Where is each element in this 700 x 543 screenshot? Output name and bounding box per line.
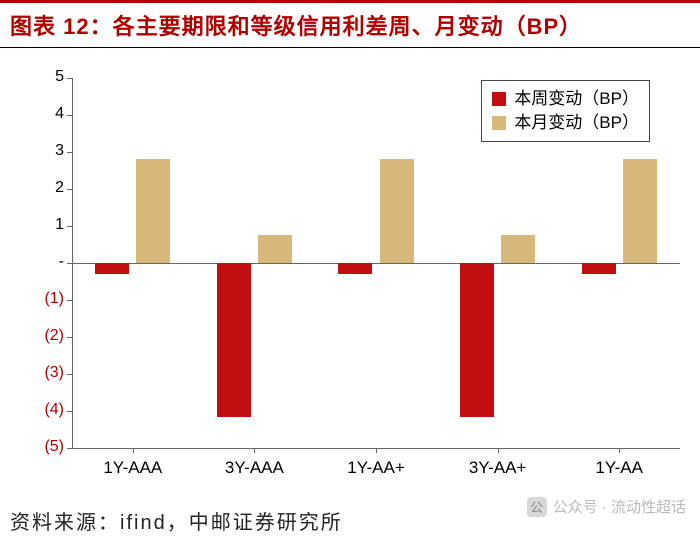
chart-area: (5) (4) (3) (2) (1) - 1 2 3 4 5 1Y-AAA 3Y-AAA 1Y-AA+ 3… <box>10 58 690 488</box>
bar-month <box>380 159 414 263</box>
bar-month <box>501 235 535 263</box>
figure-frame: 图表 12：各主要期限和等级信用利差周、月变动（BP） (5) (4) (3) (2)… <box>0 0 700 543</box>
y-tick-label: 3 <box>24 142 64 160</box>
x-tick-label: 1Y-AAA <box>103 458 162 478</box>
y-tick-label: (3) <box>24 364 64 382</box>
y-tick-label: 2 <box>24 179 64 197</box>
x-tick-label: 1Y-AA+ <box>347 458 405 478</box>
legend-item: 本月变动（BP） <box>492 111 639 135</box>
y-tick-label: 5 <box>24 68 64 86</box>
y-axis-line <box>72 78 73 448</box>
y-tick-label: (5) <box>24 438 64 456</box>
y-tick-label: 1 <box>24 216 64 234</box>
bar-month <box>258 235 292 263</box>
legend-item: 本周变动（BP） <box>492 87 639 111</box>
legend-label: 本周变动（BP） <box>514 87 639 111</box>
bar-week <box>95 263 129 274</box>
legend-label: 本月变动（BP） <box>514 111 639 135</box>
y-tick-label: - <box>24 253 64 271</box>
figure-title: 图表 12：各主要期限和等级信用利差周、月变动（BP） <box>10 9 690 41</box>
watermark-text: 公众号 · 流动性超话 <box>553 496 686 517</box>
y-tick-label: (2) <box>24 327 64 345</box>
legend-swatch <box>492 92 506 106</box>
bar-month <box>136 159 170 263</box>
bar-week <box>338 263 372 274</box>
footer-source: 资料来源：ifind，中邮证券研究所 <box>10 506 343 535</box>
y-tick-label: (4) <box>24 401 64 419</box>
x-tick-label: 3Y-AA+ <box>469 458 527 478</box>
legend-swatch <box>492 116 506 130</box>
watermark-icon: 公 <box>527 497 547 517</box>
bar-week <box>460 263 494 417</box>
x-axis-line <box>72 448 680 449</box>
watermark: 公 公众号 · 流动性超话 <box>527 496 686 517</box>
title-bar: 图表 12：各主要期限和等级信用利差周、月变动（BP） <box>0 0 700 48</box>
y-tick-label: (1) <box>24 290 64 308</box>
x-tick-label: 3Y-AAA <box>225 458 284 478</box>
legend: 本周变动（BP）本月变动（BP） <box>481 80 650 142</box>
bar-month <box>623 159 657 263</box>
bar-week <box>217 263 251 417</box>
x-tick-label: 1Y-AA <box>595 458 643 478</box>
y-tick-label: 4 <box>24 105 64 123</box>
bar-week <box>582 263 616 274</box>
